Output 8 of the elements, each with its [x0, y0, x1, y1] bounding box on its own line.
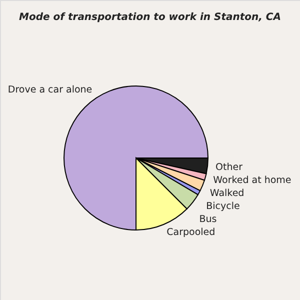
slice-label: Carpooled [166, 226, 216, 238]
slice-label: Worked at home [213, 174, 292, 186]
slice-label: Drove a car alone [8, 84, 92, 96]
slice-label: Walked [210, 188, 244, 199]
slice-label: Bus [199, 214, 217, 225]
slice-label: Bicycle [206, 200, 240, 212]
chart-title: Mode of transportation to work in Stanton, CA [19, 12, 281, 23]
slice-label: Other [216, 162, 243, 173]
